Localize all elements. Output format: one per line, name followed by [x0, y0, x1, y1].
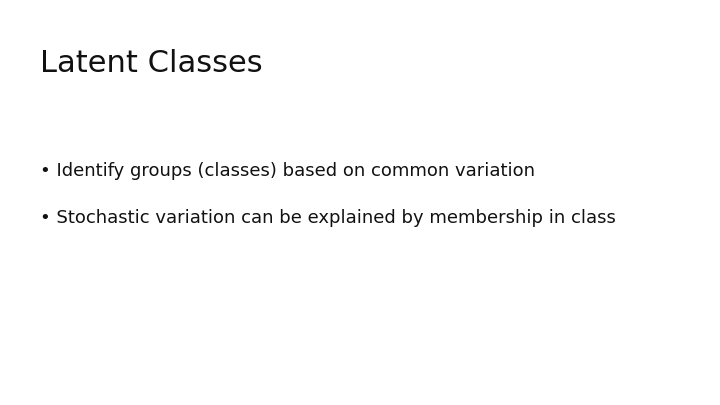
Text: • Identify groups (classes) based on common variation: • Identify groups (classes) based on com… — [40, 162, 534, 180]
Text: • Stochastic variation can be explained by membership in class: • Stochastic variation can be explained … — [40, 209, 616, 226]
Text: Latent Classes: Latent Classes — [40, 49, 262, 78]
